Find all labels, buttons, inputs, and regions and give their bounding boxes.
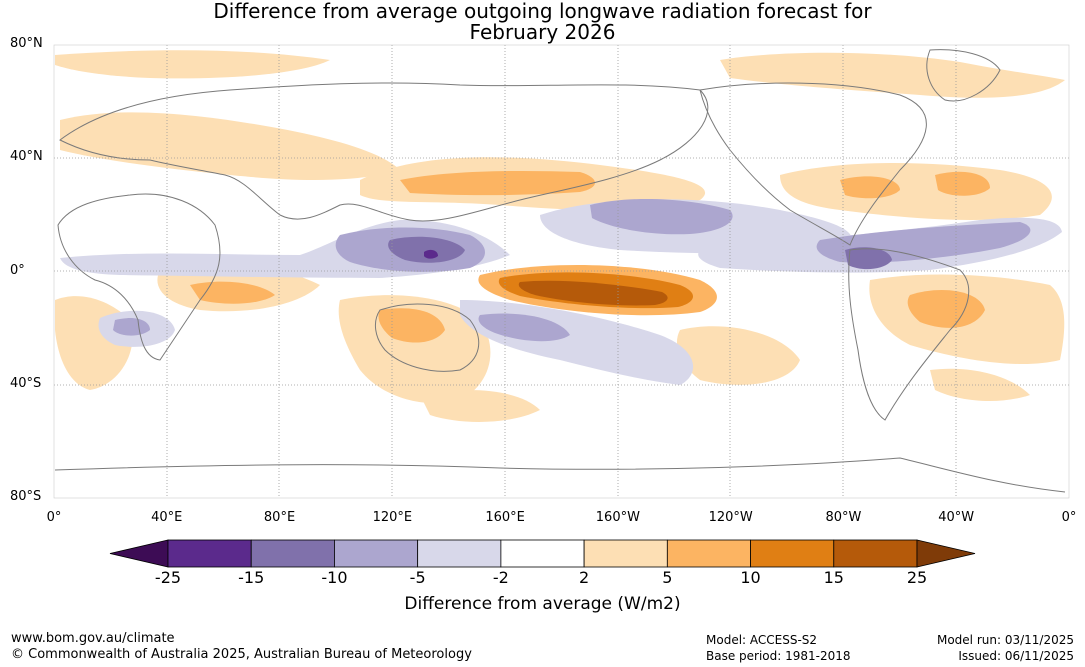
- negative-anomaly-central-america-15: [845, 247, 892, 270]
- colorbar: [109, 539, 976, 568]
- lon-label: 160°E: [485, 510, 525, 525]
- colorbar-box: [250, 539, 335, 568]
- map-frame: [53, 44, 1070, 499]
- footer-copyright: © Commonwealth of Australia 2025, Austra…: [11, 647, 472, 662]
- negative-anomaly-south-pacific-10: [478, 313, 570, 342]
- colorbar-tick-label: 5: [662, 568, 673, 587]
- colorbar-title: Difference from average (W/m2): [404, 594, 681, 614]
- colorbar-box: [833, 539, 918, 568]
- chart-title-line2: February 2026: [469, 20, 616, 44]
- coast-greenland: [926, 49, 1001, 102]
- footer-base-period: Base period: 1981-2018: [706, 649, 851, 663]
- lon-label: 80°E: [263, 510, 296, 525]
- negative-anomaly-maritime-15: [388, 236, 465, 263]
- coast-antarctica: [54, 457, 1066, 493]
- positive-anomaly-central-pacific-25: [518, 280, 668, 306]
- lon-label: 160°W: [595, 510, 640, 525]
- lat-label: 40°N: [10, 149, 43, 165]
- colorbar-tick-label: -5: [409, 568, 426, 587]
- colorbar-tick-label: -2: [492, 568, 509, 587]
- colorbar-box: [334, 539, 419, 568]
- graticule: [54, 45, 1069, 498]
- colorbar-box: [167, 539, 252, 568]
- anomaly-shading: [55, 50, 1065, 422]
- coast-africa: [57, 193, 221, 361]
- negative-anomaly-north-pacific-10: [590, 198, 733, 235]
- colorbar-box: [750, 539, 835, 568]
- coast-north-america: [699, 82, 927, 246]
- footer-model-run: Model run: 03/11/2025: [936, 633, 1074, 647]
- colorbar-box: [500, 539, 585, 568]
- positive-anomaly-australia-core: [378, 308, 445, 343]
- lat-label: 0°: [10, 262, 25, 278]
- coast-australia: [374, 303, 480, 372]
- coast-europe-asia: [59, 82, 709, 222]
- positive-anomaly-atlantic-core-2: [935, 171, 990, 196]
- chart-title-line1: Difference from average outgoing longwav…: [213, 0, 872, 23]
- lon-label: 40°W: [938, 510, 975, 525]
- positive-anomaly-south-atlantic: [930, 368, 1030, 402]
- positive-anomaly-east-asia-core: [400, 170, 595, 196]
- colorbar-tick-label: 25: [906, 568, 928, 587]
- negative-anomaly-africa-10: [113, 318, 150, 336]
- lon-label: 120°E: [372, 510, 413, 525]
- lat-label: 80°N: [10, 36, 43, 51]
- coast-south-america: [848, 248, 970, 421]
- lat-label: 40°S: [10, 375, 42, 391]
- colorbar-tick-label: -10: [321, 568, 348, 587]
- footer-issued: Issued: 06/11/2025: [958, 649, 1074, 663]
- positive-anomaly-indian-core: [190, 281, 275, 304]
- lon-label: 40°E: [151, 510, 183, 525]
- positive-anomaly-arctic: [55, 50, 330, 79]
- footer-model: Model: ACCESS-S2: [706, 633, 818, 647]
- positive-anomaly-north-atlantic: [780, 163, 1052, 220]
- positive-anomaly-eurasia: [60, 112, 400, 180]
- positive-anomaly-southern-ocean: [420, 390, 540, 422]
- colorbar-extend-high: [916, 539, 976, 568]
- colorbar-box: [417, 539, 502, 568]
- lon-label: 120°W: [708, 510, 753, 525]
- lon-label: 80°W: [825, 510, 862, 525]
- colorbar-tick-label: 2: [579, 568, 590, 587]
- positive-anomaly-atlantic-core: [840, 176, 900, 199]
- positive-anomaly-north-america: [720, 52, 1065, 98]
- colorbar-tick-label: -15: [238, 568, 265, 587]
- negative-anomaly-maritime-25: [424, 249, 438, 259]
- positive-anomaly-south-pacific: [676, 326, 800, 385]
- colorbar-tick-label: 10: [740, 568, 761, 587]
- lat-label: 80°S: [10, 489, 42, 504]
- positive-anomaly-south-america-core: [907, 290, 985, 328]
- coastlines: [54, 49, 1066, 493]
- footer-url[interactable]: www.bom.gov.au/climate: [11, 631, 175, 646]
- colorbar-box: [583, 539, 668, 568]
- colorbar-tick-label: 15: [823, 568, 844, 587]
- colorbar-extend-low: [109, 539, 169, 568]
- positive-anomaly-australia: [338, 295, 491, 404]
- colorbar-box: [666, 539, 751, 568]
- lon-label: 0°: [1061, 510, 1077, 525]
- lon-label: 0°: [46, 510, 62, 525]
- colorbar-tick-label: -25: [154, 568, 182, 587]
